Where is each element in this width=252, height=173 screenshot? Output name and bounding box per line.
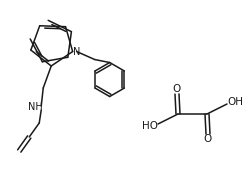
Text: HO: HO [141,121,158,131]
Text: N: N [73,47,80,57]
Text: OH: OH [226,97,242,107]
Text: O: O [172,84,180,94]
Text: NH: NH [28,102,42,112]
Text: O: O [203,134,211,144]
